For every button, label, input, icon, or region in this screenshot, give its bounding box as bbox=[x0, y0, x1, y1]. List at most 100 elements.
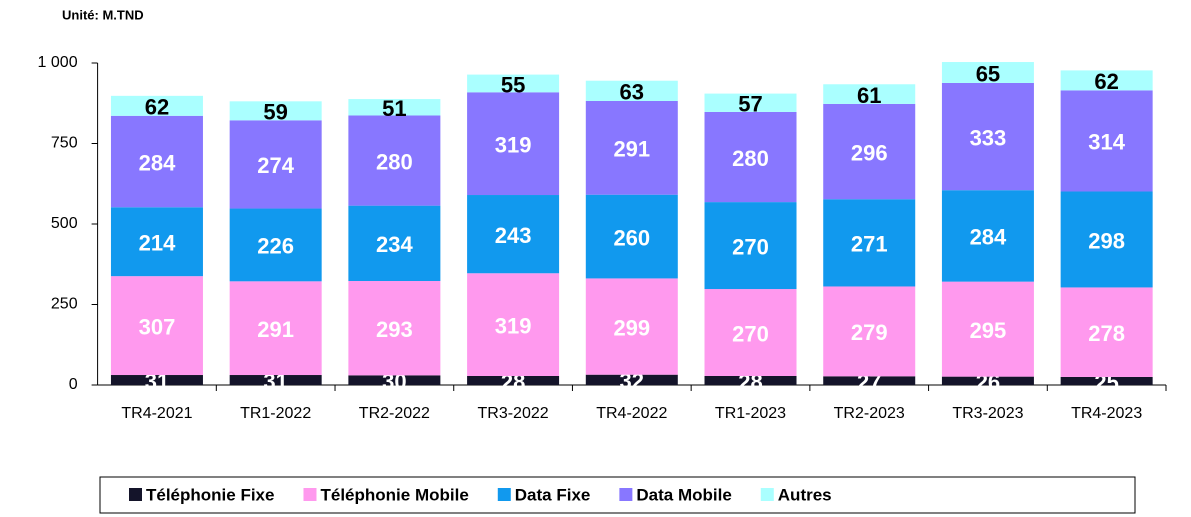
value-label: 214 bbox=[139, 231, 176, 256]
value-label: 59 bbox=[263, 100, 287, 125]
value-label: 284 bbox=[970, 225, 1007, 250]
bar-segment bbox=[467, 92, 560, 196]
bar-segment bbox=[823, 286, 916, 377]
bar-segment bbox=[110, 375, 203, 385]
legend-label: Data Mobile bbox=[636, 485, 731, 504]
bar-segment bbox=[823, 376, 916, 385]
legend-swatch bbox=[619, 488, 633, 501]
y-tick-label: 750 bbox=[51, 135, 78, 152]
value-label: 65 bbox=[976, 61, 1000, 86]
bar-segment bbox=[704, 111, 797, 203]
value-label: 299 bbox=[613, 315, 650, 340]
bar-segment bbox=[1060, 287, 1153, 377]
legend-label: Téléphonie Fixe bbox=[146, 485, 274, 504]
bar-segment bbox=[941, 376, 1034, 385]
bar-segment bbox=[229, 375, 322, 385]
bar-segment bbox=[823, 103, 916, 200]
x-tick-label: TR1-2023 bbox=[715, 405, 786, 422]
bar-segment bbox=[229, 120, 322, 209]
value-label: 319 bbox=[495, 313, 532, 338]
y-tick-label: 1 000 bbox=[38, 54, 78, 71]
value-label: 333 bbox=[970, 125, 1007, 150]
x-tick-label: TR4-2023 bbox=[1071, 405, 1142, 422]
bar-segment bbox=[585, 100, 678, 195]
bar-segment bbox=[229, 281, 322, 376]
x-tick-label: TR2-2023 bbox=[834, 405, 905, 422]
value-label: 62 bbox=[145, 95, 169, 120]
value-label: 274 bbox=[257, 153, 294, 178]
bar-segment bbox=[941, 281, 1034, 377]
bar-segment bbox=[110, 95, 203, 116]
value-label: 271 bbox=[851, 232, 888, 257]
value-label: 243 bbox=[495, 223, 532, 248]
bar-segment bbox=[229, 208, 322, 282]
bar-segment bbox=[110, 115, 203, 208]
bar-segment bbox=[585, 374, 678, 385]
value-label: 278 bbox=[1088, 321, 1125, 346]
bar-segment bbox=[467, 195, 560, 274]
x-tick-label: TR2-2022 bbox=[359, 405, 430, 422]
legend-label: Data Fixe bbox=[515, 485, 591, 504]
bar-segment bbox=[1060, 376, 1153, 385]
bar-segment bbox=[348, 205, 441, 281]
bar-segment bbox=[1060, 191, 1153, 288]
bar-segment bbox=[704, 375, 797, 385]
y-tick-label: 250 bbox=[51, 296, 78, 313]
value-label: 296 bbox=[851, 140, 888, 165]
value-label: 270 bbox=[732, 321, 769, 346]
value-label: 298 bbox=[1088, 228, 1125, 253]
value-label: 63 bbox=[620, 80, 644, 105]
bar-segment bbox=[585, 194, 678, 279]
bar-segment bbox=[467, 375, 560, 385]
value-label: 55 bbox=[501, 72, 525, 97]
bar-segment bbox=[1060, 70, 1153, 91]
legend-swatch bbox=[129, 488, 142, 501]
bar-segment bbox=[941, 190, 1034, 282]
bar-segment bbox=[1060, 90, 1153, 192]
bar-segment bbox=[110, 276, 203, 376]
chart-subtitle: Unité: M.TND bbox=[62, 7, 144, 22]
bar-segment bbox=[941, 62, 1034, 83]
y-tick-label: 0 bbox=[69, 376, 78, 393]
legend-swatch bbox=[303, 488, 317, 501]
value-label: 291 bbox=[257, 317, 294, 342]
bar-segment bbox=[704, 202, 797, 290]
bar-segment bbox=[110, 207, 203, 277]
value-label: 51 bbox=[382, 96, 406, 121]
value-label: 280 bbox=[376, 149, 413, 174]
bar-segment bbox=[348, 99, 441, 116]
legend-swatch bbox=[760, 488, 774, 501]
value-label: 280 bbox=[732, 146, 769, 171]
value-label: 314 bbox=[1088, 130, 1125, 155]
bar-segment bbox=[704, 289, 797, 376]
value-label: 279 bbox=[851, 320, 888, 345]
bar-segment bbox=[941, 82, 1034, 191]
value-label: 270 bbox=[732, 234, 769, 259]
value-label: 291 bbox=[613, 137, 650, 162]
x-tick-label: TR3-2023 bbox=[952, 405, 1023, 422]
x-tick-label: TR4-2021 bbox=[121, 405, 192, 422]
legend-label: Téléphonie Mobile bbox=[320, 485, 468, 504]
value-label: 234 bbox=[376, 232, 413, 257]
y-tick-label: 500 bbox=[51, 215, 78, 232]
legend-box bbox=[99, 476, 1136, 514]
bar-segment bbox=[229, 101, 322, 121]
value-label: 61 bbox=[857, 83, 881, 108]
value-label: 226 bbox=[257, 234, 294, 259]
x-tick-label: TR1-2022 bbox=[240, 405, 311, 422]
legend-label: Autres bbox=[778, 485, 832, 504]
value-label: 293 bbox=[376, 317, 413, 342]
value-label: 62 bbox=[1094, 69, 1118, 94]
bar-segment bbox=[823, 84, 916, 104]
bar-segment bbox=[585, 278, 678, 375]
bar-segment bbox=[467, 74, 560, 93]
value-label: 284 bbox=[139, 150, 176, 175]
value-label: 260 bbox=[613, 225, 650, 250]
bar-segment bbox=[823, 199, 916, 287]
bar-segment bbox=[467, 273, 560, 376]
x-tick-label: TR4-2022 bbox=[596, 405, 667, 422]
value-label: 307 bbox=[139, 314, 176, 339]
bar-segment bbox=[704, 93, 797, 112]
bar-segment bbox=[348, 375, 441, 385]
